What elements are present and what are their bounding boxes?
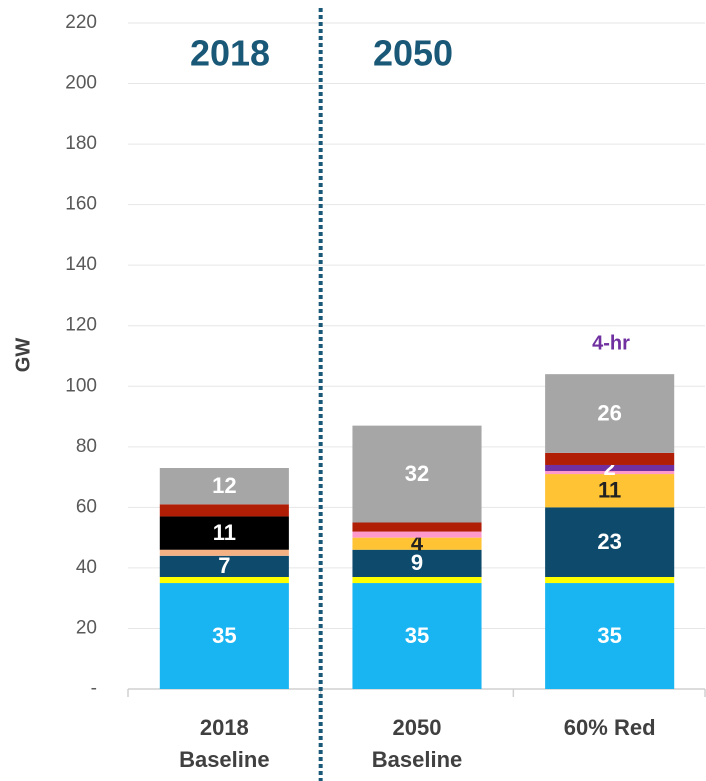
y-axis-label: GW [12,338,34,373]
bar-segment [545,452,675,465]
y-tick-label: 20 [76,617,97,638]
y-tick-label: 60 [76,496,97,517]
y-tick-label: 140 [65,254,97,275]
bar-segment [352,576,482,584]
bar-segment [159,576,289,584]
data-label: 35 [597,623,621,648]
data-label: 35 [212,623,236,648]
bar-segment [159,468,289,505]
data-label: 12 [212,473,236,498]
y-tick-label: 80 [76,436,97,457]
bar-segment [352,425,482,523]
y-tick-label: 100 [65,375,97,396]
bar-segment [545,576,675,584]
data-label: 32 [405,461,429,486]
y-tick-label: 120 [65,315,97,336]
annotation: 4-hr [592,332,630,354]
bar-segment [352,522,482,532]
bar-segment [545,583,675,689]
bar-segment [159,549,289,556]
annotation: 2018 [190,33,270,74]
data-label: 7 [218,553,230,578]
y-tick-label: 40 [76,557,97,578]
bar-segment [545,471,675,475]
bar-segment [352,531,482,538]
data-label: 11 [598,478,621,503]
bar-segment [159,555,289,577]
data-label: 11 [213,520,236,545]
bar-segment [545,374,675,453]
x-tick-label: 2018 Baseline [179,715,270,772]
y-tick-label: 200 [65,73,97,94]
bar-segment [545,474,675,508]
bar-segment [159,516,289,550]
bar-segment [352,537,482,550]
y-tick-label: 220 [65,12,97,33]
bar-segment [352,549,482,577]
data-label: 26 [597,400,621,425]
y-tick-label: - [91,678,97,699]
x-tick-label: 60% Red [563,715,656,740]
y-tick-label: 160 [65,194,97,215]
y-tick-label: 180 [65,133,97,154]
x-tick-label: 2050 Baseline [371,715,463,772]
data-label: 9 [411,550,423,575]
data-label: 23 [597,529,621,554]
bar-segment [545,507,675,577]
annotation: 2050 [373,33,453,74]
data-label: 35 [405,623,429,648]
bar-segment [545,464,675,472]
bar-segment [159,583,289,689]
bar-segment [352,583,482,689]
bar-segment [159,504,289,517]
